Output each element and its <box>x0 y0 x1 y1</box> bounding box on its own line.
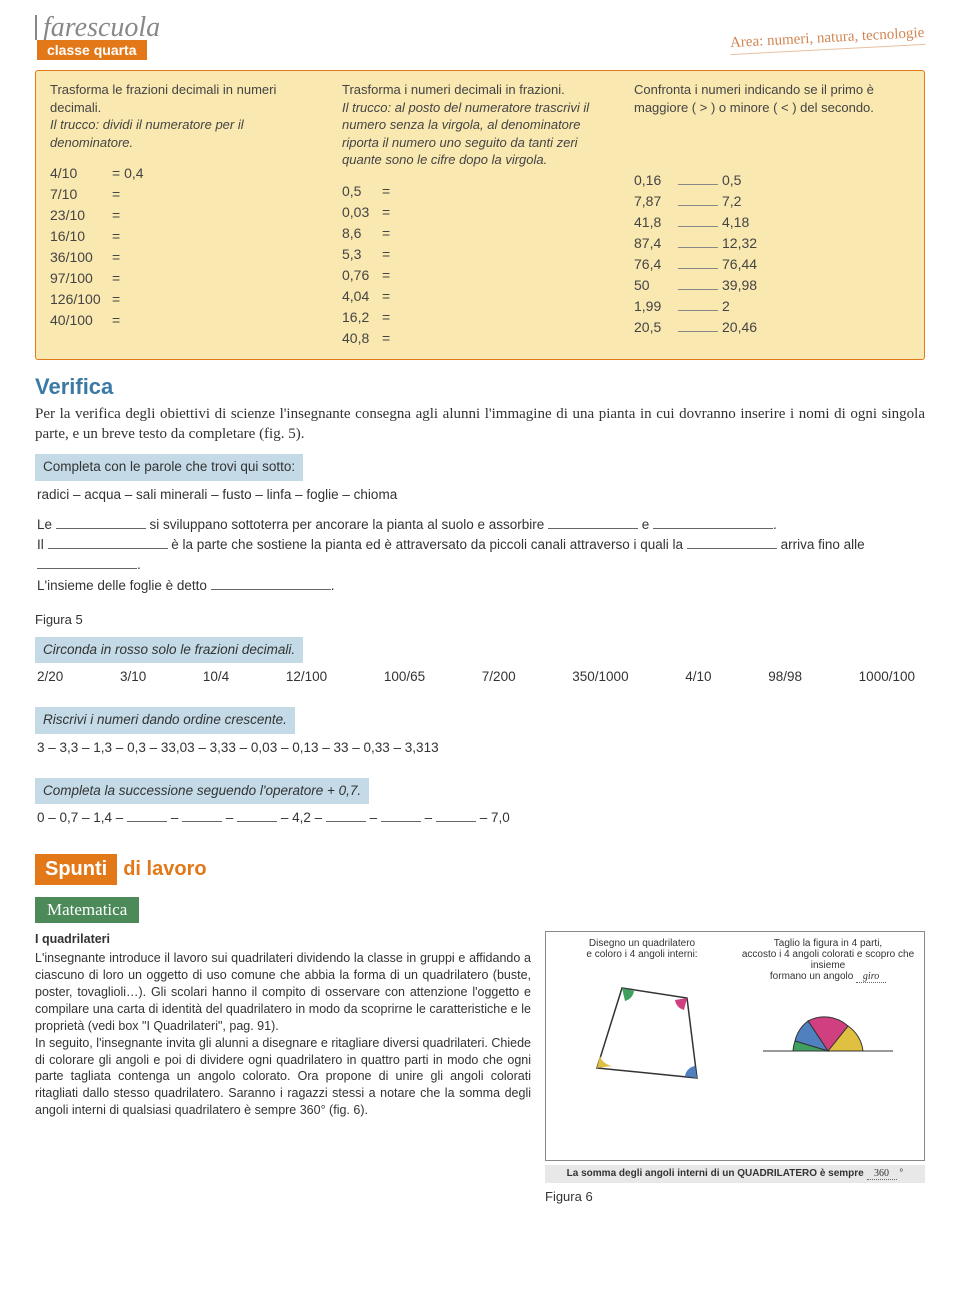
completa-line3: L'insieme delle foglie è detto . <box>37 576 923 596</box>
data-row: 4/10= 0,4 <box>50 163 326 184</box>
fraction-item: 100/65 <box>384 667 425 687</box>
fraction-item: 1000/100 <box>859 667 915 687</box>
riscrivi-text: 3 – 3,3 – 1,3 – 0,3 – 33,03 – 3,33 – 0,0… <box>35 734 925 768</box>
riscrivi-title: Riscrivi i numeri dando ordine crescente… <box>35 707 295 733</box>
data-row: 0,76= <box>342 265 618 286</box>
compare-row: 20,520,46 <box>634 317 910 338</box>
fraction-item: 98/98 <box>768 667 802 687</box>
col3-title: Confronta i numeri indicando se il primo… <box>634 81 910 116</box>
compare-row: 76,476,44 <box>634 254 910 275</box>
col1-hint: Il trucco: dividi il numeratore per il d… <box>50 116 326 151</box>
exercise-col-3: Confronta i numeri indicando se il primo… <box>634 81 910 349</box>
data-row: 5,3= <box>342 244 618 265</box>
compare-row: 87,412,32 <box>634 233 910 254</box>
compare-row: 0,160,5 <box>634 170 910 191</box>
verifica-body: Per la verifica degli obiettivi di scien… <box>35 404 925 445</box>
fig6-caption: La somma degli angoli interni di un QUAD… <box>545 1165 925 1183</box>
completa-words: radici – acqua – sali minerali – fusto –… <box>37 485 923 505</box>
figura6-container: Disegno un quadrilatero e coloro i 4 ang… <box>545 931 925 1214</box>
col1-title: Trasforma le frazioni decimali in numeri… <box>50 81 326 116</box>
circonda-title: Circonda in rosso solo le frazioni decim… <box>35 637 303 663</box>
compare-row: 7,877,2 <box>634 191 910 212</box>
page-header: Area: numeri, natura, tecnologie farescu… <box>35 15 925 60</box>
successione-box: Completa la successione seguendo l'opera… <box>35 778 925 839</box>
fraction-item: 4/10 <box>685 667 711 687</box>
matematica-label: Matematica <box>35 897 139 923</box>
verifica-heading: Verifica <box>35 374 925 400</box>
successione-line: 0 – 0,7 – 1,4 – – – – 4,2 – – – – 7,0 <box>35 804 925 838</box>
data-row: 40/100= <box>50 310 326 331</box>
data-row: 16/10= <box>50 226 326 247</box>
figura5-label: Figura 5 <box>35 612 925 627</box>
col2-title: Trasforma i numeri decimali in frazioni. <box>342 81 618 99</box>
compare-row: 41,84,18 <box>634 212 910 233</box>
compare-row: 5039,98 <box>634 275 910 296</box>
completa-line1: Le si sviluppano sottoterra per ancorare… <box>37 515 923 535</box>
successione-title: Completa la successione seguendo l'opera… <box>35 778 369 804</box>
exercise-box-1: Trasforma le frazioni decimali in numeri… <box>35 70 925 360</box>
data-row: 7/10= <box>50 184 326 205</box>
angle-sum-svg <box>753 991 903 1101</box>
quadrilateral-svg <box>567 968 717 1098</box>
exercise-col-2: Trasforma i numeri decimali in frazioni.… <box>342 81 618 349</box>
data-row: 23/10= <box>50 205 326 226</box>
compare-row: 1,992 <box>634 296 910 317</box>
completa-title: Completa con le parole che trovi qui sot… <box>35 454 303 480</box>
data-row: 40,8= <box>342 328 618 349</box>
data-row: 8,6= <box>342 223 618 244</box>
data-row: 126/100= <box>50 289 326 310</box>
completa-line2: Il è la parte che sostiene la pianta ed … <box>37 535 923 576</box>
fraction-item: 3/10 <box>120 667 146 687</box>
spunti-left: Spunti <box>35 854 117 885</box>
data-row: 4,04= <box>342 286 618 307</box>
fraction-item: 12/100 <box>286 667 327 687</box>
circonda-box: Circonda in rosso solo le frazioni decim… <box>35 637 925 698</box>
completa-box: Completa con le parole che trovi qui sot… <box>35 454 925 606</box>
exercise-col-1: Trasforma le frazioni decimali in numeri… <box>50 81 326 349</box>
col2-hint: Il trucco: al posto del numeratore trasc… <box>342 99 618 169</box>
fraction-item: 350/1000 <box>572 667 628 687</box>
spunti-right: di lavoro <box>117 854 212 884</box>
fraction-item: 2/20 <box>37 667 63 687</box>
data-row: 16,2= <box>342 307 618 328</box>
data-row: 97/100= <box>50 268 326 289</box>
spunti-heading: Spuntidi lavoro <box>35 854 925 885</box>
riscrivi-box: Riscrivi i numeri dando ordine crescente… <box>35 707 925 768</box>
data-row: 36/100= <box>50 247 326 268</box>
quadrilateri-section: I quadrilateri L'insegnante introduce il… <box>35 931 925 1214</box>
fig6-right: Taglio la figura in 4 parti, accosto i 4… <box>738 938 918 1154</box>
fraction-item: 10/4 <box>203 667 229 687</box>
brand-subtitle: classe quarta <box>37 40 147 60</box>
figura6-label: Figura 6 <box>545 1189 925 1204</box>
data-row: 0,5= <box>342 181 618 202</box>
quad-body: L'insegnante introduce il lavoro sui qua… <box>35 950 531 1119</box>
fraction-item: 7/200 <box>482 667 516 687</box>
data-row: 0,03= <box>342 202 618 223</box>
fig6-left: Disegno un quadrilatero e coloro i 4 ang… <box>552 938 732 1154</box>
quad-title: I quadrilateri <box>35 931 531 948</box>
